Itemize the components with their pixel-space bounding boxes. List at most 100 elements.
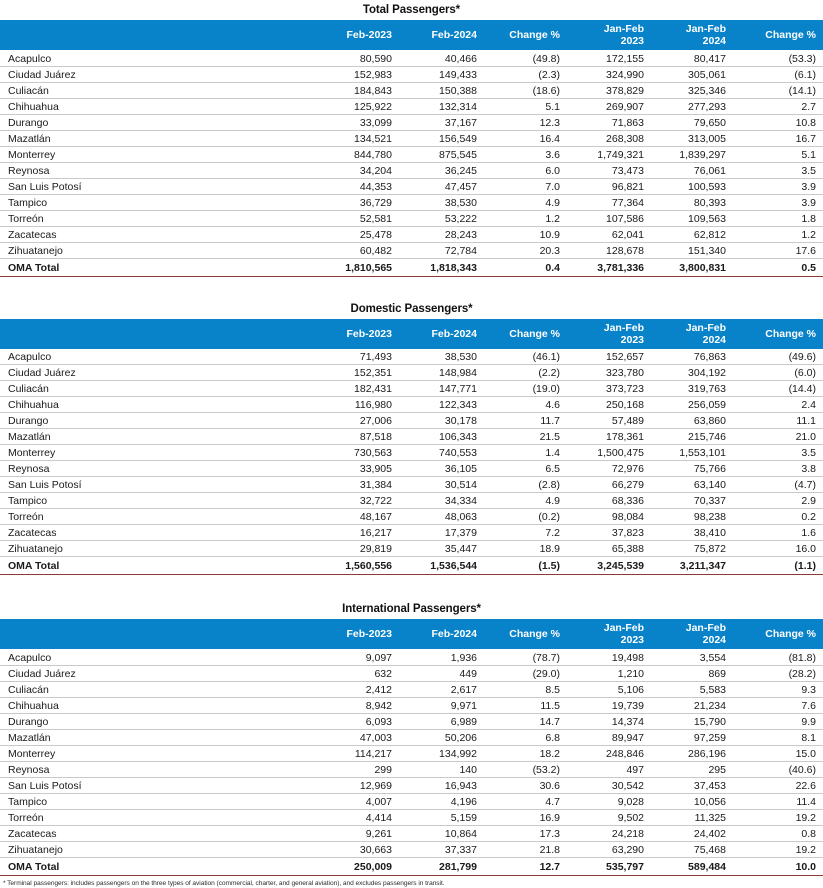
cell-feb-2024: 34,334: [399, 492, 484, 509]
cell-change-pct-ytd: 5.1: [733, 146, 823, 163]
cell-change-pct-ytd: 17.6: [733, 242, 823, 259]
cell-feb-2024: 740,553: [399, 444, 484, 461]
cell-janfeb-2024: 589,484: [651, 856, 733, 876]
cell-feb-2024: 5,159: [399, 809, 484, 826]
cell-airport-name: Monterrey: [0, 444, 280, 461]
cell-airport-name: Culiacán: [0, 380, 280, 397]
cell-feb-2023: 730,563: [280, 444, 399, 461]
cell-feb-2024: 38,530: [399, 348, 484, 365]
column-header-change-pct-month: Change %: [484, 318, 567, 349]
cell-airport-name: Chihuahua: [0, 98, 280, 115]
table-row: Acapulco 71,493 38,530 (46.1) 152,657 76,863(…: [0, 348, 823, 365]
cell-change-pct-month: 11.7: [484, 412, 567, 429]
cell-janfeb-2023: 62,041: [567, 226, 651, 243]
table-title-domestic-passengers: Domestic Passengers*: [350, 302, 473, 315]
cell-feb-2024: 449: [399, 665, 484, 682]
cell-janfeb-2024: 5,583: [651, 681, 733, 698]
cell-feb-2023: 250,009: [280, 856, 399, 876]
cell-feb-2024: 35,447: [399, 540, 484, 557]
cell-feb-2024: 47,457: [399, 178, 484, 195]
cell-feb-2023: 152,351: [280, 364, 399, 381]
table-row: Reynosa 299 140 (53.2) 497 295 (40.6): [0, 761, 823, 778]
table-total-passengers: Feb-2023 Feb-2024 Change % Jan-Feb 2023 J…: [0, 20, 823, 277]
table-row: Chihuahua 125,922 132,314 5.1 269,907 277,293…: [0, 98, 823, 115]
cell-feb-2023: 29,819: [280, 540, 399, 557]
cell-feb-2023: 8,942: [280, 697, 399, 714]
cell-feb-2024: 147,771: [399, 380, 484, 397]
cell-feb-2024: 122,343: [399, 396, 484, 413]
cell-airport-name: Tampico: [0, 492, 280, 509]
table-gap-2: [0, 575, 823, 599]
table-body-total-passengers: Acapulco 80,590 40,466 (49.8) 172,155 80,417(…: [0, 50, 823, 277]
table-row: Zihuatanejo 60,482 72,784 20.3 128,678 151,34…: [0, 242, 823, 259]
cell-change-pct-month: 6.0: [484, 162, 567, 179]
cell-change-pct-month: 18.2: [484, 745, 567, 762]
cell-janfeb-2024: 21,234: [651, 697, 733, 714]
cell-feb-2024: 148,984: [399, 364, 484, 381]
table-row: Tampico 4,007 4,196 4.7 9,028 10,056 11.4: [0, 793, 823, 810]
table-row: Culiacán 182,431 147,771 (19.0) 373,723 319,7…: [0, 380, 823, 397]
cell-janfeb-2024: 304,192: [651, 364, 733, 381]
cell-change-pct-ytd: 0.5: [733, 257, 823, 277]
table-row: Tampico 32,722 34,334 4.9 68,336 70,337 2.9: [0, 492, 823, 509]
column-header-janfeb-2024: Jan-Feb 2024: [651, 318, 733, 349]
table-row: Ciudad Juárez 152,983 149,433 (2.3) 324,990 3…: [0, 66, 823, 83]
cell-feb-2024: 134,992: [399, 745, 484, 762]
cell-change-pct-month: 30.6: [484, 777, 567, 794]
cell-feb-2023: 48,167: [280, 508, 399, 525]
cell-airport-name: Tampico: [0, 194, 280, 211]
cell-feb-2024: 38,530: [399, 194, 484, 211]
cell-janfeb-2023: 96,821: [567, 178, 651, 195]
table-header-total-passengers: Feb-2023 Feb-2024 Change % Jan-Feb 2023 J…: [0, 20, 823, 50]
table-header-domestic-passengers: Feb-2023 Feb-2024 Change % Jan-Feb 2023 J…: [0, 318, 823, 349]
table-row: Reynosa 34,204 36,245 6.0 73,473 76,061 3.5: [0, 162, 823, 179]
cell-change-pct-ytd: 19.2: [733, 841, 823, 858]
cell-change-pct-ytd: 21.0: [733, 428, 823, 445]
cell-janfeb-2023: 72,976: [567, 460, 651, 477]
cell-change-pct-ytd: 11.4: [733, 793, 823, 810]
table-row: Monterrey 730,563 740,553 1.4 1,500,475 1,553…: [0, 444, 823, 461]
janfeb-year: 2023: [620, 333, 644, 346]
cell-janfeb-2024: 80,417: [651, 50, 733, 67]
table-row: Ciudad Juárez 632 449 (29.0) 1,210 869 (28.2): [0, 665, 823, 682]
cell-janfeb-2024: 62,812: [651, 226, 733, 243]
cell-change-pct-month: 6.5: [484, 460, 567, 477]
cell-janfeb-2023: 66,279: [567, 476, 651, 493]
cell-janfeb-2023: 9,028: [567, 793, 651, 810]
cell-janfeb-2023: 178,361: [567, 428, 651, 445]
column-header-feb-2023: Feb-2023: [280, 20, 399, 50]
cell-airport-name: San Luis Potosí: [0, 178, 280, 195]
cell-janfeb-2023: 324,990: [567, 66, 651, 83]
cell-change-pct-month: (2.8): [484, 476, 567, 493]
cell-janfeb-2023: 323,780: [567, 364, 651, 381]
column-header-janfeb-2023: Jan-Feb 2023: [567, 318, 651, 349]
cell-change-pct-month: 4.7: [484, 793, 567, 810]
cell-janfeb-2024: 75,766: [651, 460, 733, 477]
cell-janfeb-2023: 250,168: [567, 396, 651, 413]
janfeb-year: 2024: [702, 333, 726, 346]
cell-airport-name: Chihuahua: [0, 697, 280, 714]
cell-feb-2024: 53,222: [399, 210, 484, 227]
table-block-domestic-passengers: Domestic Passengers* Feb-2023 Feb-2024 C…: [0, 299, 823, 575]
cell-airport-name: Zacatecas: [0, 524, 280, 541]
cell-change-pct-ytd: (14.1): [733, 82, 823, 99]
cell-janfeb-2023: 1,749,321: [567, 146, 651, 163]
column-header-janfeb-2024: Jan-Feb 2024: [651, 20, 733, 50]
cell-janfeb-2023: 5,106: [567, 681, 651, 698]
cell-feb-2024: 150,388: [399, 82, 484, 99]
cell-change-pct-month: 3.6: [484, 146, 567, 163]
table-row: Reynosa 33,905 36,105 6.5 72,976 75,766 3.8: [0, 460, 823, 477]
table-row: San Luis Potosí 31,384 30,514 (2.8) 66,279 63…: [0, 476, 823, 493]
cell-janfeb-2023: 71,863: [567, 114, 651, 131]
cell-change-pct-month: (2.3): [484, 66, 567, 83]
cell-airport-name: Durango: [0, 713, 280, 730]
cell-janfeb-2024: 3,800,831: [651, 257, 733, 277]
cell-change-pct-ytd: 2.4: [733, 396, 823, 413]
cell-feb-2023: 36,729: [280, 194, 399, 211]
cell-change-pct-month: (2.2): [484, 364, 567, 381]
cell-feb-2024: 1,936: [399, 649, 484, 666]
cell-janfeb-2023: 128,678: [567, 242, 651, 259]
cell-feb-2024: 72,784: [399, 242, 484, 259]
cell-feb-2023: 9,261: [280, 825, 399, 842]
